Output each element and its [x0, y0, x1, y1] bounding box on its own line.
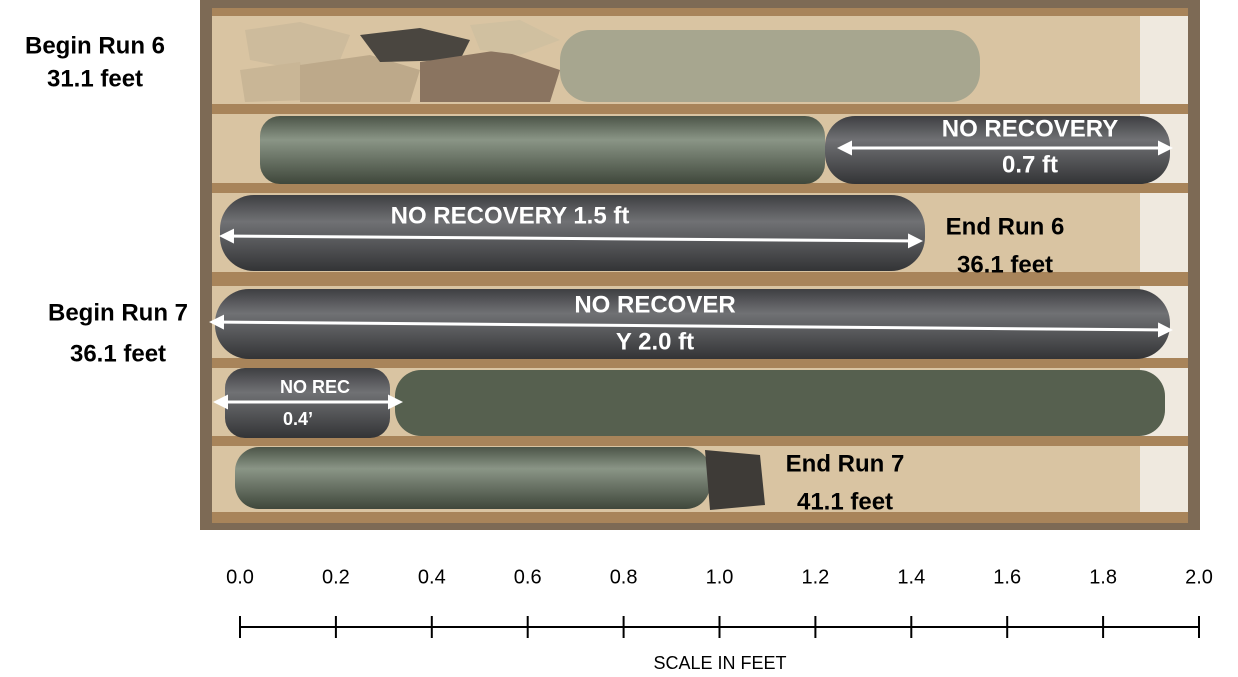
scale-tick-label: 1.0 [706, 566, 734, 588]
annotation: Begin Run 6 [25, 32, 165, 59]
scale-title: SCALE IN FEET [653, 653, 786, 673]
scale-tick-label: 0.4 [418, 566, 446, 588]
divider [212, 512, 1188, 523]
divider [212, 8, 1188, 16]
scale-bar: SCALE IN FEET 0.0 0.2 0.4 0.6 0.8 1.0 1.2 1.4 1.… [226, 566, 1213, 672]
annotation: 41.1 feet [797, 488, 893, 515]
scale-tick-label: 0.8 [610, 566, 638, 588]
annotation: 36.1 feet [70, 340, 166, 367]
scale-tick-label: 2.0 [1185, 566, 1213, 588]
annotation: NO RECOVERY 1.5 ft [391, 202, 630, 229]
scale-tick-label: 1.8 [1089, 566, 1117, 588]
core-box-figure: NO RECOVERY 0.7 ft NO RECOVERY 1.5 ft NO… [0, 0, 1238, 677]
annotation: 36.1 feet [957, 251, 1053, 278]
divider [212, 183, 1188, 193]
core-piece [235, 447, 710, 509]
scale-tick-label: 0.0 [226, 566, 254, 588]
scale-tick-label: 0.2 [322, 566, 350, 588]
scale-tick-label: 1.4 [897, 566, 925, 588]
annotation: End Run 6 [946, 213, 1065, 240]
divider [212, 104, 1188, 114]
annotation: NO REC [280, 377, 350, 397]
annotation: NO RECOVER [574, 291, 735, 318]
divider [212, 358, 1188, 368]
annotation: 0.7 ft [1002, 151, 1058, 178]
scale-tick-label: 0.6 [514, 566, 542, 588]
rubble [705, 450, 765, 510]
core-piece [560, 30, 980, 102]
core-box-photo: NO RECOVERY 0.7 ft NO RECOVERY 1.5 ft NO… [200, 0, 1200, 530]
annotation: Begin Run 7 [48, 299, 188, 326]
core-piece [260, 116, 825, 184]
row-6 [235, 447, 765, 510]
annotation: 31.1 feet [47, 65, 143, 92]
annotation: NO RECOVERY [942, 115, 1118, 142]
annotation: 0.4’ [283, 409, 313, 429]
annotation: Y 2.0 ft [616, 328, 694, 355]
scale-tick-label: 1.2 [801, 566, 829, 588]
scale-tick-label: 1.6 [993, 566, 1021, 588]
annotation: End Run 7 [786, 450, 905, 477]
core-piece [395, 370, 1165, 436]
